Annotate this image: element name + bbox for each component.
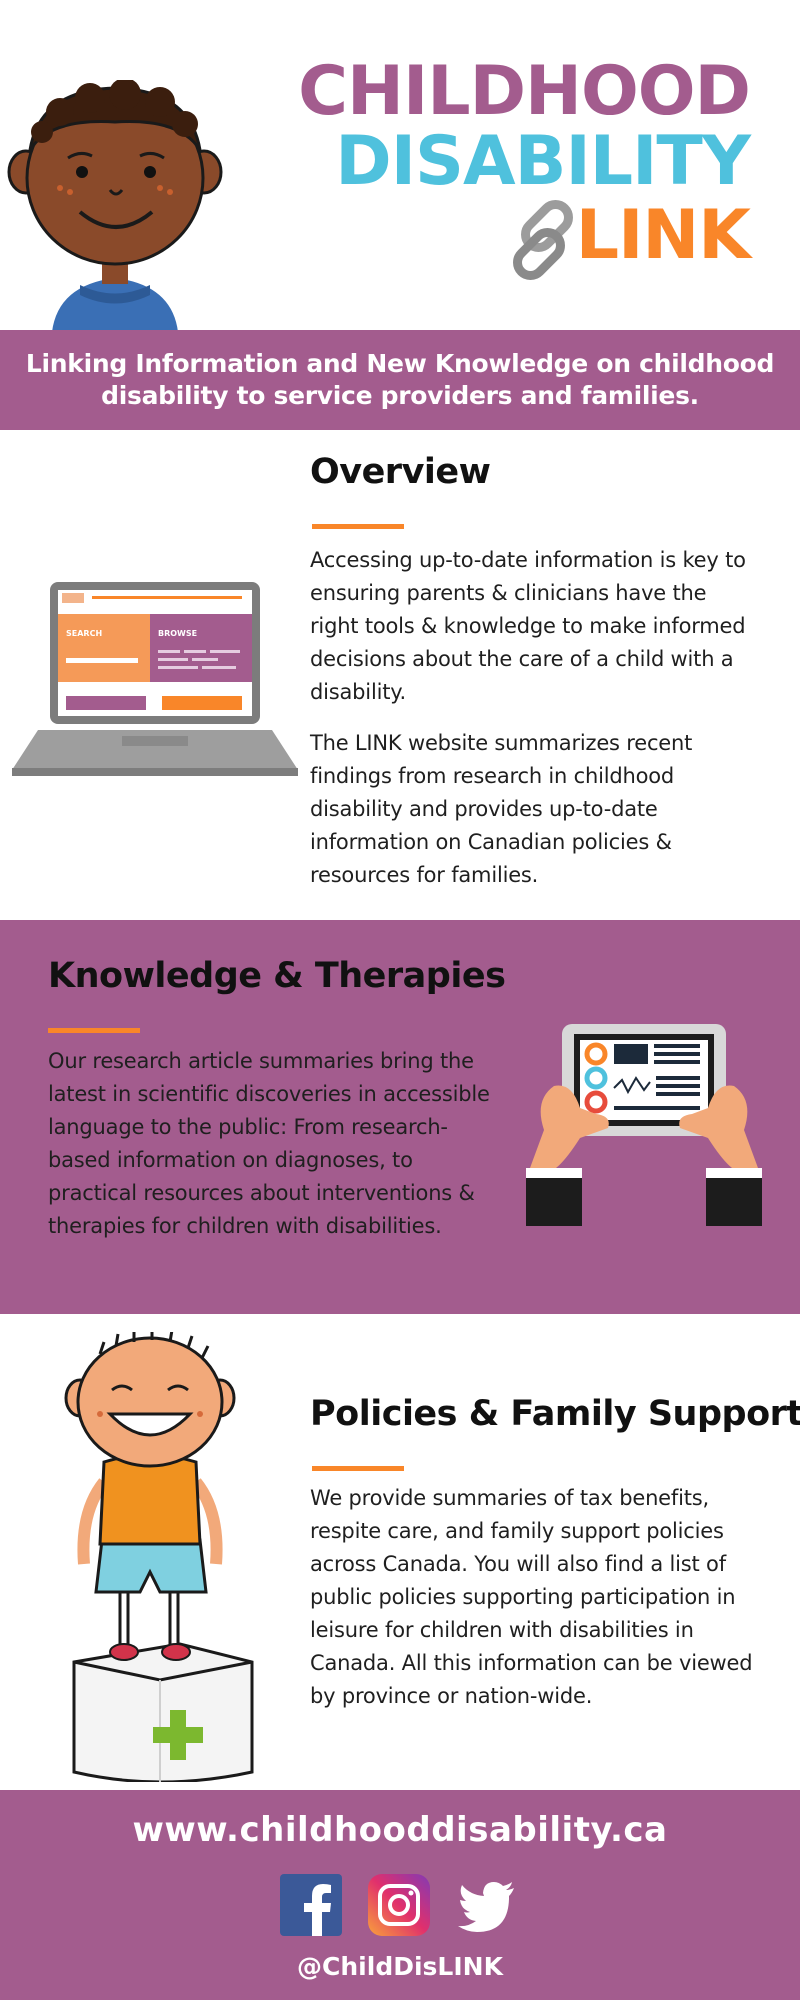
knowledge-section: Knowledge & Therapies Our research artic… bbox=[0, 920, 800, 1314]
title-link: LINK bbox=[575, 196, 751, 275]
knowledge-paragraph: Our research article summaries bring the… bbox=[48, 1049, 490, 1238]
tagline-text: Linking Information and New Knowledge on… bbox=[25, 349, 775, 410]
policies-section: Policies & Family Support We provide sum… bbox=[0, 1314, 800, 1790]
social-icons bbox=[280, 1874, 520, 1936]
overview-paragraph-2: The LINK website summarizes recent findi… bbox=[310, 731, 693, 887]
laptop-icon: SEARCH BROWSE bbox=[12, 582, 298, 776]
boy-character-icon bbox=[7, 80, 223, 332]
header: CHILDHOOD DISABILITY LINK bbox=[0, 0, 800, 332]
tablet-icon bbox=[526, 1024, 762, 1226]
footer: www.childhooddisability.ca @ChildDisLINK bbox=[0, 1790, 800, 2000]
title-disability: DISABILITY bbox=[335, 122, 751, 201]
laptop-browse-label: BROWSE bbox=[158, 629, 197, 638]
policies-paragraph: We provide summaries of tax benefits, re… bbox=[310, 1486, 753, 1708]
twitter-icon[interactable] bbox=[456, 1874, 518, 1936]
tagline-banner: Linking Information and New Knowledge on… bbox=[0, 330, 800, 430]
chain-link-icon bbox=[513, 200, 573, 280]
overview-title: Overview bbox=[310, 452, 491, 492]
overview-section: Overview Accessing up-to-date informatio… bbox=[0, 430, 800, 920]
smiling-boy-icon bbox=[64, 1332, 254, 1782]
laptop-search-label: SEARCH bbox=[66, 629, 102, 638]
knowledge-title: Knowledge & Therapies bbox=[48, 956, 506, 996]
instagram-icon[interactable] bbox=[368, 1874, 430, 1936]
policies-divider bbox=[312, 1466, 404, 1471]
website-link[interactable]: www.childhooddisability.ca bbox=[132, 1810, 668, 1850]
title-childhood: CHILDHOOD bbox=[298, 52, 751, 131]
overview-divider bbox=[312, 524, 404, 529]
knowledge-divider bbox=[48, 1028, 140, 1033]
overview-paragraph-1: Accessing up-to-date information is key … bbox=[310, 548, 746, 704]
social-handle: @ChildDisLINK bbox=[297, 1952, 503, 1981]
facebook-icon[interactable] bbox=[280, 1874, 342, 1936]
policies-title: Policies & Family Support bbox=[310, 1394, 800, 1434]
